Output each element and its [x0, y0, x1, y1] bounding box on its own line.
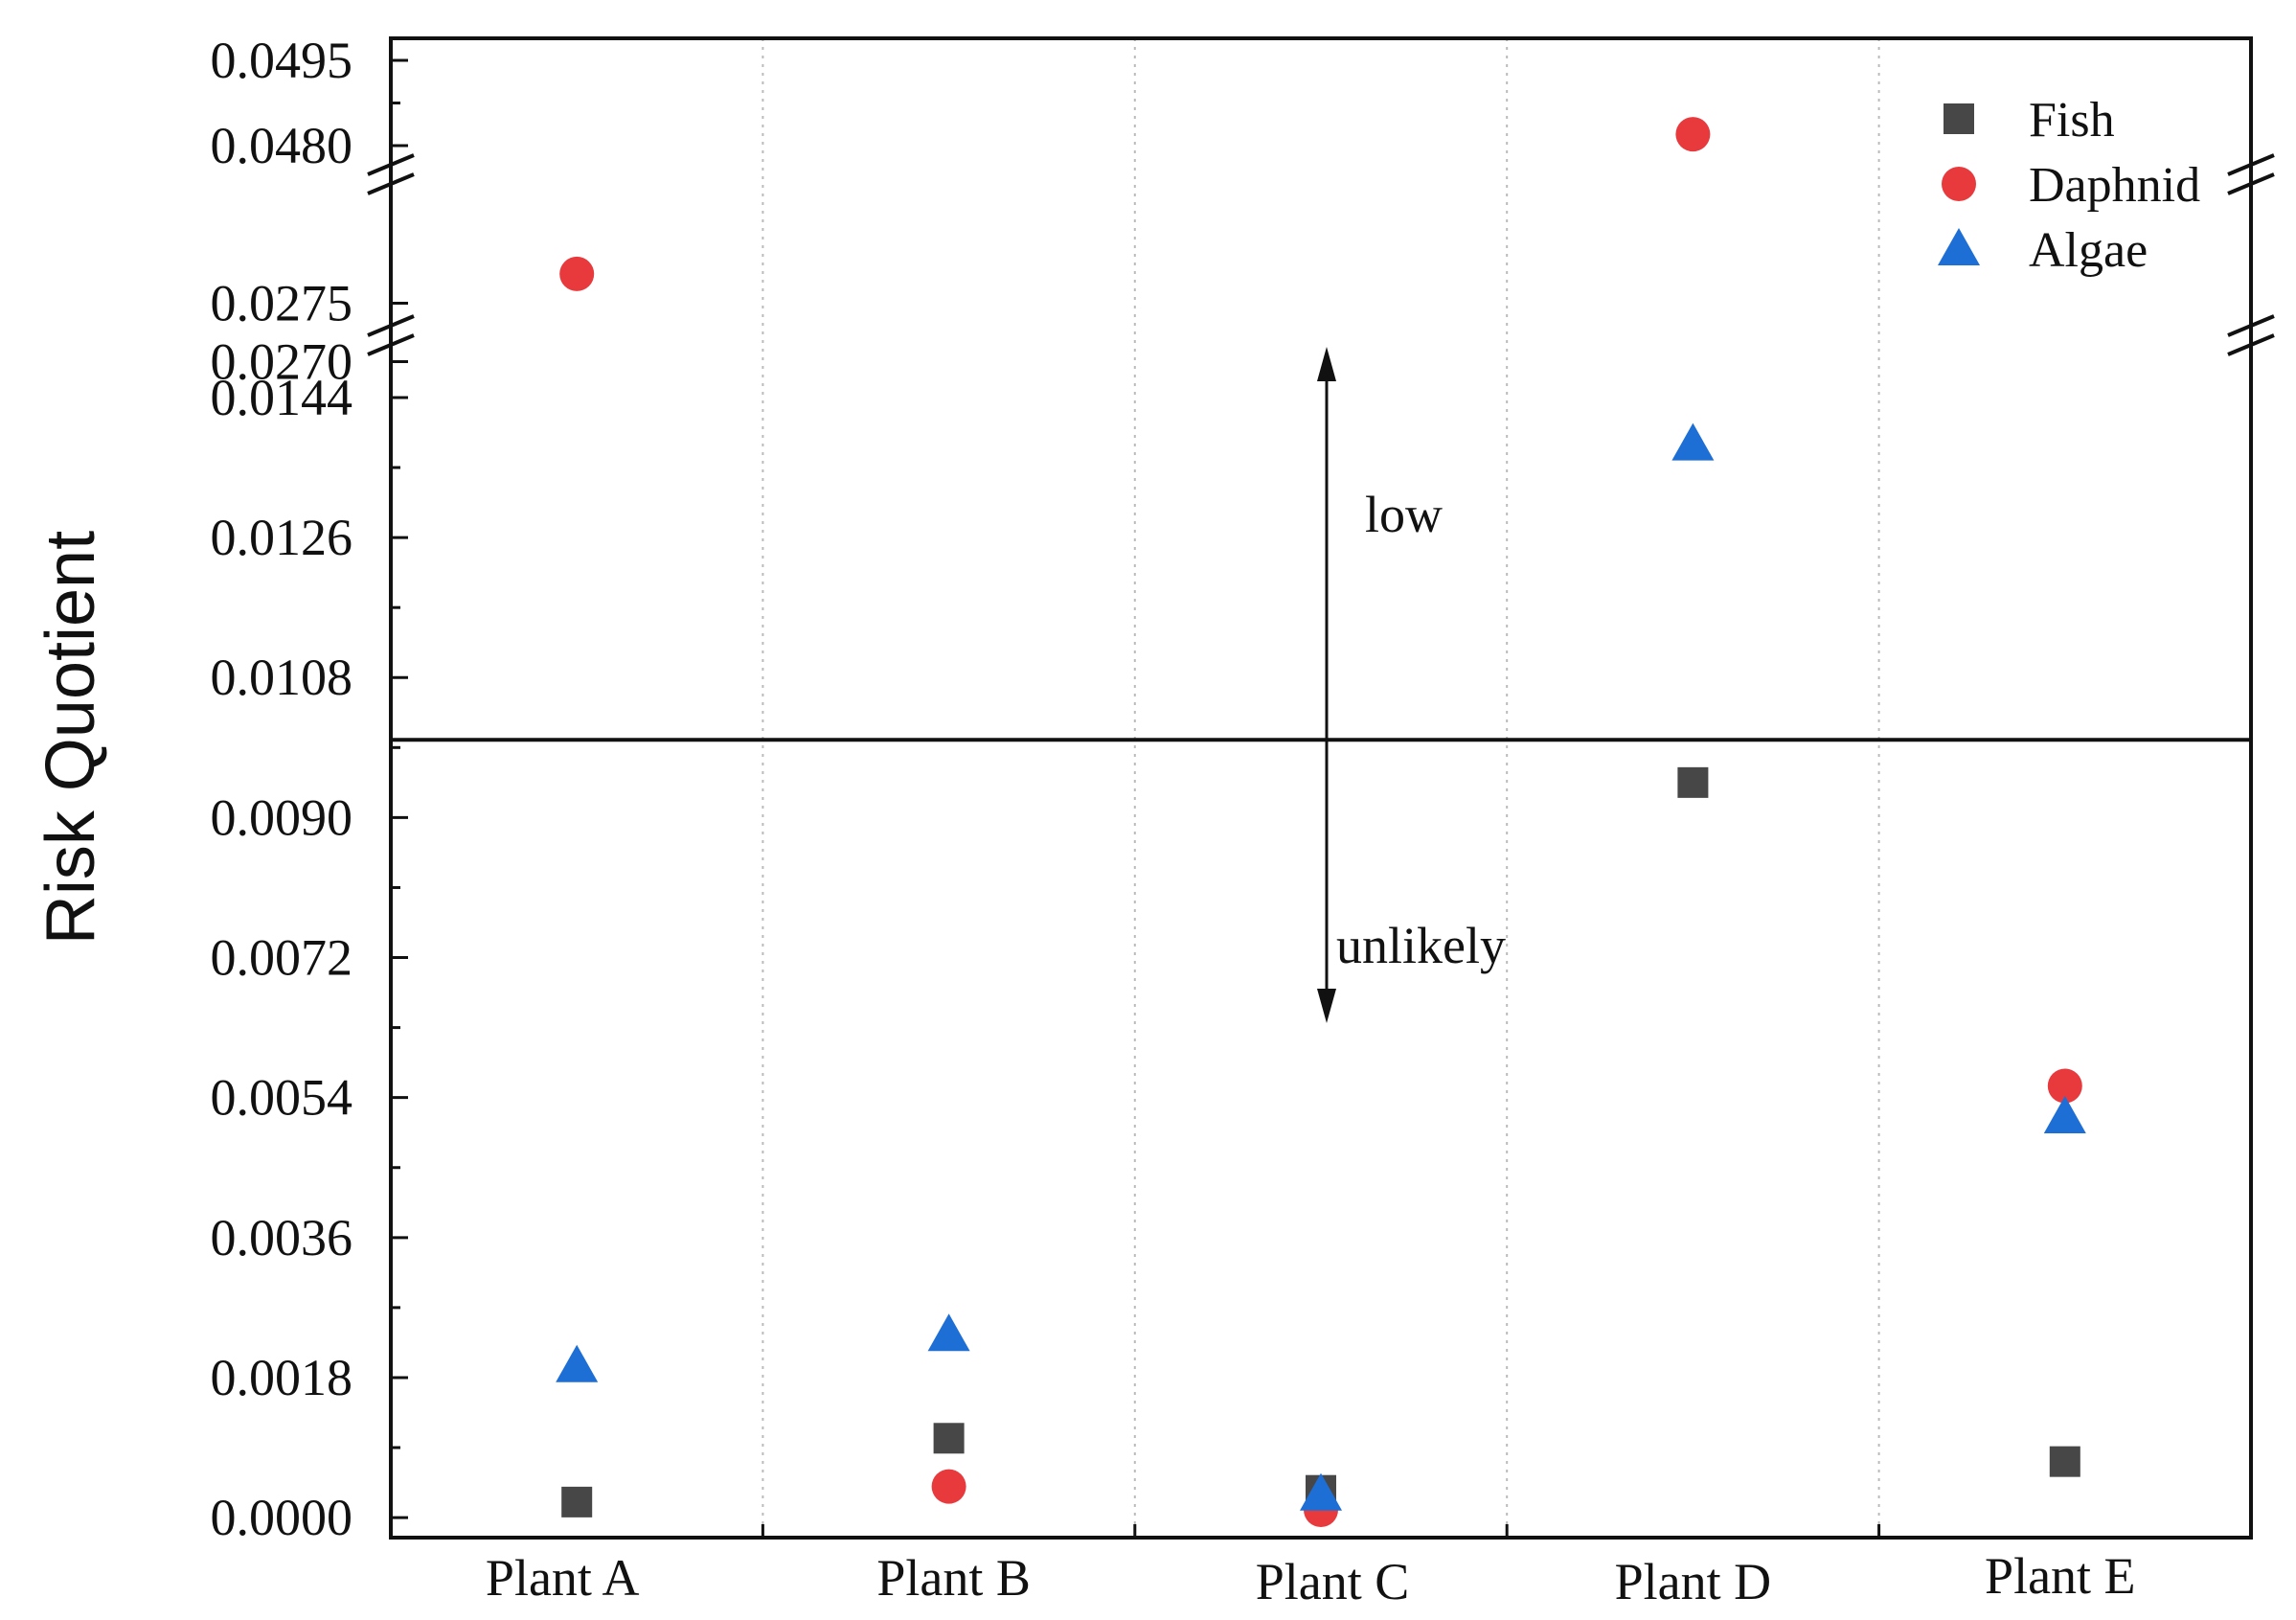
axis-break-mark [2227, 153, 2275, 176]
y-tick-label: 0.0018 [211, 1349, 353, 1406]
daphnid-point [2047, 1068, 2082, 1104]
axis-break-mark [2227, 333, 2275, 356]
y-tick-label: 0.0480 [211, 117, 353, 174]
annotation-unlikely: unlikely [1336, 917, 1506, 974]
axis-breaks [367, 153, 2275, 356]
y-tick-label: 0.0495 [211, 32, 353, 89]
axis-break-mark [367, 314, 415, 337]
y-tick-label: 0.0072 [211, 929, 353, 987]
legend-algae-marker [1938, 228, 1980, 265]
y-tick-label: 0.0054 [211, 1069, 353, 1127]
y-tick-label: 0.0126 [211, 509, 353, 566]
y-tick-label: 0.0144 [211, 369, 353, 426]
arrow-head-down [1317, 989, 1336, 1023]
algae-point [1671, 422, 1715, 461]
axis-break-mark [2227, 314, 2275, 337]
data-markers [556, 117, 2086, 1527]
y-axis-ticks: 0.0000 0.0018 0.0036 0.0054 0.0072 0.0090 0.01… [211, 32, 408, 1546]
y-tick-label: 0.0275 [211, 274, 353, 331]
y-tick-label: 0.0270 [211, 333, 353, 391]
x-axis-ticks: Plant A Plant B Plant C Plant D Plant E [389, 1524, 2253, 1610]
daphnid-point [559, 256, 595, 291]
algae-point [556, 1344, 599, 1382]
legend-daphnid-marker [1942, 167, 1976, 201]
plot-frame [389, 36, 2253, 1540]
arrow-head-up [1317, 347, 1336, 381]
axis-break-mark [2227, 172, 2275, 195]
axis-break-mark [367, 333, 415, 356]
legend-daphnid-label: Daphnid [2029, 158, 2200, 213]
fish-point [2049, 1446, 2080, 1477]
daphnid-point [1675, 117, 1711, 152]
fish-point [561, 1486, 593, 1517]
legend-algae-label: Algae [2029, 223, 2148, 278]
fish-point [933, 1423, 965, 1454]
y-axis-label: Risk Quotient [33, 531, 109, 945]
algae-point [2043, 1095, 2086, 1133]
x-category-label: Plant E [1985, 1547, 2136, 1605]
x-category-label: Plant A [486, 1549, 640, 1607]
x-category-label: Plant D [1615, 1553, 1772, 1610]
annotation-arrow [1317, 347, 1336, 1023]
fish-point [1677, 766, 1709, 798]
y-tick-label: 0.0108 [211, 649, 353, 706]
legend-fish-label: Fish [2029, 93, 2115, 148]
y-tick-label: 0.0000 [211, 1489, 353, 1546]
algae-point [927, 1313, 970, 1352]
y-tick-label: 0.0090 [211, 788, 353, 846]
axis-break-mark [367, 172, 415, 195]
axis-break-mark [367, 153, 415, 176]
legend-fish-marker [1944, 103, 1974, 134]
x-category-label: Plant B [876, 1549, 1031, 1607]
x-category-label: Plant C [1256, 1553, 1410, 1610]
algae-point [1300, 1472, 1342, 1511]
y-tick-label: 0.0036 [211, 1209, 353, 1266]
daphnid-point [931, 1469, 966, 1504]
annotation-low: low [1365, 486, 1443, 543]
legend: Fish Daphnid Algae [1938, 93, 2200, 278]
